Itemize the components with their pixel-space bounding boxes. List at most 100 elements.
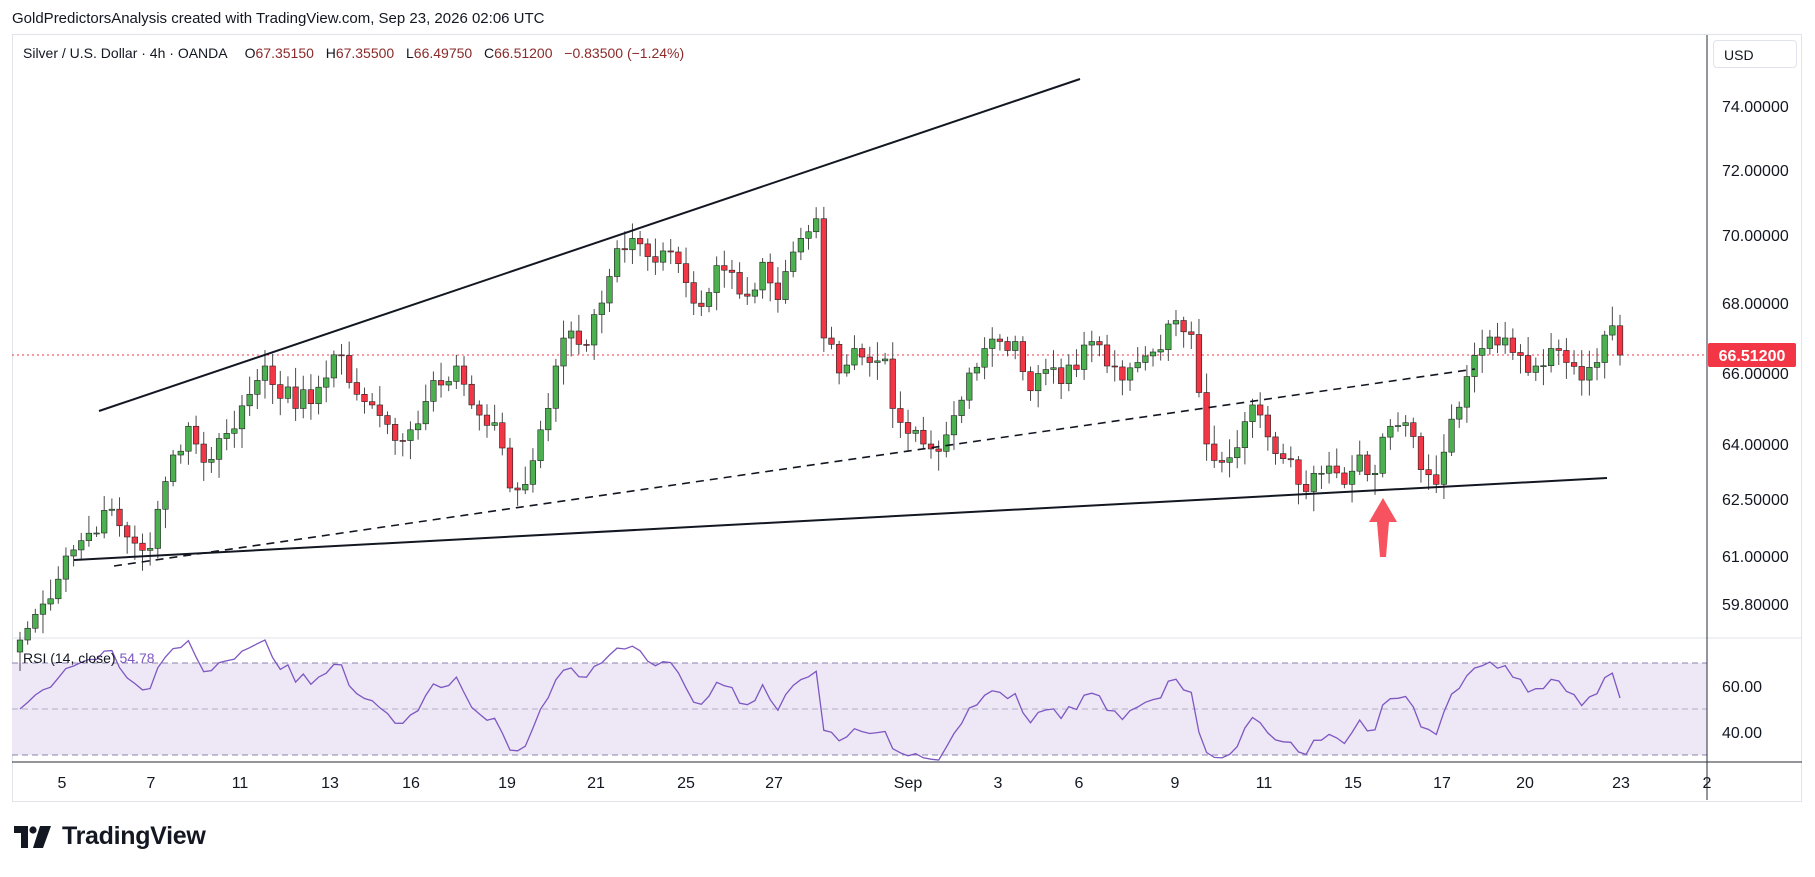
last-price-label: 66.51200	[1719, 348, 1786, 365]
candle-down	[1188, 331, 1195, 335]
dashed-trendline[interactable]	[113, 368, 1476, 567]
currency-selector[interactable]: USD	[1713, 40, 1797, 68]
candle-down	[1058, 367, 1065, 384]
low-label: L	[406, 45, 414, 61]
candle-up	[1548, 348, 1555, 367]
candle-down	[468, 383, 475, 406]
candle-down	[820, 218, 827, 339]
candle-down	[774, 282, 781, 300]
candle-down	[1410, 422, 1417, 437]
candle-down	[728, 269, 736, 273]
candle-down	[866, 356, 873, 363]
candle-down	[1264, 414, 1271, 438]
candle-down	[828, 337, 835, 345]
candle-down	[1004, 341, 1011, 351]
time-tick-label: 20	[1516, 775, 1534, 792]
candle-up	[522, 484, 529, 491]
candle-up	[1042, 369, 1049, 374]
price-axis: 74.00000 72.00000 70.00000 68.00000 66.00000…	[1722, 99, 1789, 614]
candle-down	[889, 358, 896, 409]
open-value: 67.35150	[255, 45, 314, 61]
rsi-legend[interactable]: RSI (14, close) 54.78	[23, 650, 155, 666]
candle-down	[621, 248, 628, 251]
candle-down	[744, 293, 751, 297]
candle-down	[1257, 404, 1264, 416]
candle-down	[1272, 436, 1279, 454]
candle-down	[836, 344, 843, 374]
candle-down	[698, 302, 705, 307]
candle-down	[1303, 484, 1310, 492]
candle-down	[1218, 460, 1226, 463]
high-label: H	[325, 45, 336, 61]
candle-down	[1563, 350, 1570, 363]
candle-down	[460, 365, 468, 385]
candle-down	[499, 422, 506, 449]
symbol-legend[interactable]: Silver / U.S. Dollar · 4h · OANDA O67.35…	[23, 45, 684, 61]
candle-down	[675, 251, 682, 264]
candle-up	[1348, 470, 1356, 485]
candle-down	[1027, 371, 1034, 392]
candle-up	[1601, 334, 1608, 363]
candle-up	[1065, 364, 1072, 384]
price-tick-label: 72.00000	[1722, 163, 1789, 180]
candle-up	[1172, 320, 1180, 325]
time-tick-label: 11	[1256, 775, 1273, 792]
time-tick-label: 25	[677, 775, 695, 792]
candle-up	[705, 292, 713, 307]
candle-up	[1012, 341, 1019, 351]
candle-down	[1280, 453, 1287, 459]
candle-up	[1532, 365, 1539, 373]
candle-up	[491, 422, 498, 426]
lower-wedge-trendline[interactable]	[73, 477, 1608, 561]
candle-down	[690, 282, 697, 304]
candle-down	[1570, 362, 1578, 367]
candle-up	[966, 372, 973, 401]
time-tick-label: 15	[1344, 775, 1362, 792]
candle-up	[598, 302, 605, 315]
candle-up	[101, 510, 108, 534]
candle-up	[614, 248, 621, 277]
candle-up	[453, 365, 460, 382]
candle-up	[323, 377, 330, 388]
time-tick-label: 17	[1433, 775, 1451, 792]
up-arrow-marker[interactable]	[1369, 498, 1397, 557]
candle-up	[568, 330, 575, 339]
candle-down	[1417, 436, 1425, 470]
candle-down	[1494, 336, 1501, 346]
candle-down	[1211, 443, 1218, 461]
candle-up	[1486, 336, 1493, 349]
candle-up	[851, 348, 858, 366]
candle-up	[93, 532, 100, 535]
candle-down	[277, 384, 284, 399]
candle-up	[414, 423, 422, 431]
candle-down	[1517, 352, 1524, 356]
price-tick-label: 64.00000	[1722, 437, 1789, 454]
close-value: 66.51200	[494, 45, 553, 61]
candle-up	[108, 508, 115, 511]
candle-down	[1287, 458, 1294, 461]
candle-down	[353, 382, 360, 395]
candle-down	[1525, 355, 1532, 373]
time-tick-label: 5	[58, 775, 67, 792]
candle-down	[1103, 344, 1111, 367]
candle-up	[39, 603, 47, 615]
candle-up	[759, 261, 766, 291]
time-tick-label: 6	[1075, 775, 1084, 792]
time-tick-label: 9	[1171, 775, 1180, 792]
time-axis: 5 7 11 13 16 19 21 25 27 Sep 3 6 9 11 15 17 20 23 2	[58, 775, 1712, 792]
candle-down	[682, 263, 690, 283]
candle-up	[1088, 341, 1095, 346]
time-tick-label: Sep	[894, 775, 923, 792]
candle-up	[261, 365, 269, 381]
upper-wedge-trendline[interactable]	[98, 78, 1081, 412]
brand-name: TradingView	[62, 822, 206, 850]
candle-up	[1586, 367, 1593, 381]
time-tick-label: 27	[765, 775, 783, 792]
candle-down	[476, 404, 483, 416]
candle-down	[1073, 364, 1080, 370]
candle-up	[1241, 421, 1248, 448]
candle-up	[545, 407, 552, 431]
candle-up	[950, 415, 958, 436]
candle-down	[1019, 341, 1026, 372]
